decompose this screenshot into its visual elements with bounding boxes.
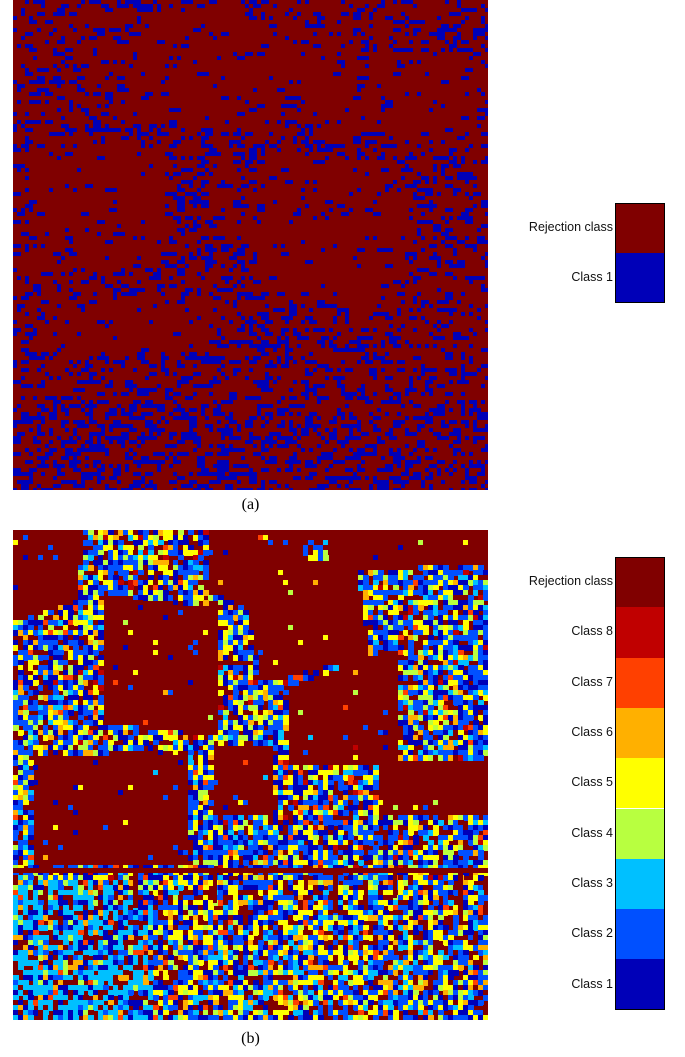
legend-item: Class 3 (505, 858, 675, 910)
classification-map-b (13, 530, 488, 1020)
legend-label: Class 1 (571, 270, 613, 284)
legend-label: Rejection class (528, 220, 613, 234)
legend-label: Class 5 (571, 775, 613, 790)
legend-label: Class 4 (571, 825, 613, 840)
legend-swatch (615, 808, 665, 859)
legend-swatch (615, 758, 665, 809)
legend-item: Class 8 (505, 607, 675, 658)
legend-swatch (615, 557, 665, 608)
legend-swatch (615, 707, 665, 759)
legend-swatch (615, 253, 665, 303)
classification-map-b-image (13, 530, 488, 1020)
legend-swatch (615, 909, 665, 960)
legend-item: Class 7 (505, 657, 675, 708)
legend-label: Class 3 (571, 875, 613, 890)
legend-label: Rejection class (528, 574, 613, 589)
classification-map-a (13, 0, 488, 490)
legend-swatch (615, 203, 665, 253)
legend-item: Class 1 (505, 959, 675, 1010)
legend-swatch (615, 858, 665, 910)
legend-item: Class 4 (505, 808, 675, 859)
legend-item: Class 6 (505, 707, 675, 759)
classification-map-a-image (13, 0, 488, 490)
legend-item: Class 5 (505, 758, 675, 809)
legend-label: Class 6 (571, 725, 613, 740)
legend-item: Rejection class (505, 557, 675, 608)
legend-swatch (615, 959, 665, 1010)
legend-item: Class 1 (505, 253, 675, 303)
legend-label: Class 1 (571, 976, 613, 991)
caption-b: (b) (241, 1030, 260, 1047)
legend-swatch (615, 607, 665, 658)
legend-swatch (615, 657, 665, 708)
legend-item: Class 2 (505, 909, 675, 960)
legend-item: Rejection class (505, 203, 675, 253)
legend-label: Class 2 (571, 926, 613, 941)
legend-label: Class 8 (571, 624, 613, 639)
legend-label: Class 7 (571, 674, 613, 689)
caption-a: (a) (241, 496, 260, 513)
